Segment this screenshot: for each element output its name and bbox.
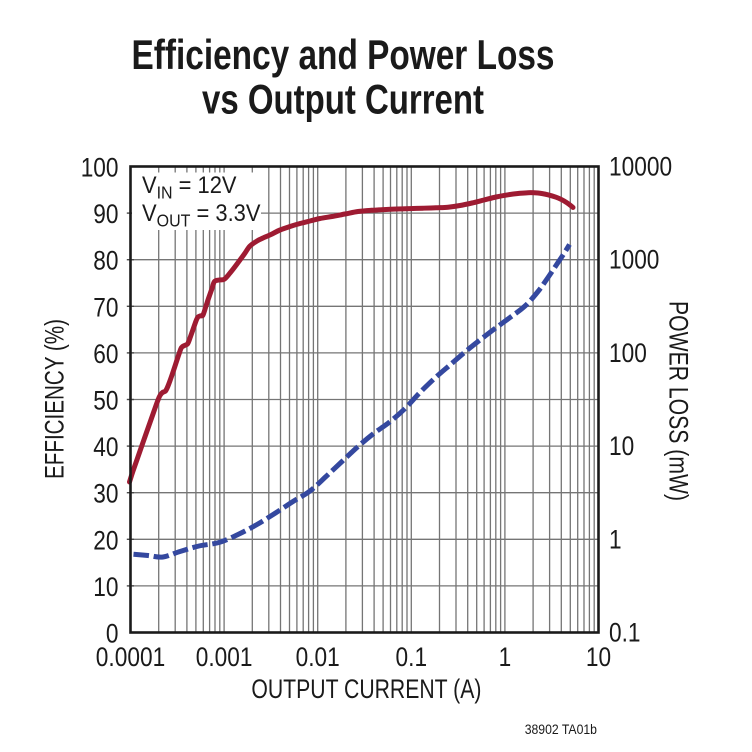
- svg-text:0.1: 0.1: [396, 642, 428, 672]
- svg-text:10: 10: [586, 642, 611, 672]
- svg-text:0.0001: 0.0001: [96, 642, 165, 672]
- svg-text:10: 10: [609, 431, 634, 461]
- svg-text:vs Output Current: vs Output Current: [202, 76, 484, 123]
- svg-text:OUTPUT CURRENT (A): OUTPUT CURRENT (A): [251, 674, 481, 704]
- svg-text:POWER LOSS (mW): POWER LOSS (mW): [664, 301, 694, 501]
- svg-text:10: 10: [93, 572, 118, 602]
- svg-text:50: 50: [93, 386, 118, 416]
- svg-text:10000: 10000: [609, 152, 672, 182]
- svg-text:100: 100: [609, 338, 647, 368]
- svg-text:0.1: 0.1: [609, 618, 641, 648]
- svg-text:70: 70: [93, 292, 118, 322]
- svg-text:Efficiency and Power Loss: Efficiency and Power Loss: [132, 31, 555, 78]
- svg-text:40: 40: [93, 432, 118, 462]
- svg-text:EFFICIENCY (%): EFFICIENCY (%): [40, 319, 70, 479]
- svg-text:30: 30: [93, 479, 118, 509]
- svg-text:20: 20: [93, 525, 118, 555]
- svg-text:0: 0: [106, 619, 119, 649]
- svg-text:VIN = 12V: VIN = 12V: [142, 173, 237, 203]
- svg-text:1000: 1000: [609, 245, 659, 275]
- svg-text:0.001: 0.001: [196, 642, 253, 672]
- svg-text:60: 60: [93, 339, 118, 369]
- svg-text:0.01: 0.01: [296, 642, 340, 672]
- svg-text:100: 100: [81, 153, 119, 183]
- svg-text:1: 1: [609, 524, 622, 554]
- svg-text:90: 90: [93, 199, 118, 229]
- svg-text:80: 80: [93, 246, 118, 276]
- svg-text:1: 1: [499, 642, 512, 672]
- svg-text:38902 TA01b: 38902 TA01b: [525, 721, 597, 737]
